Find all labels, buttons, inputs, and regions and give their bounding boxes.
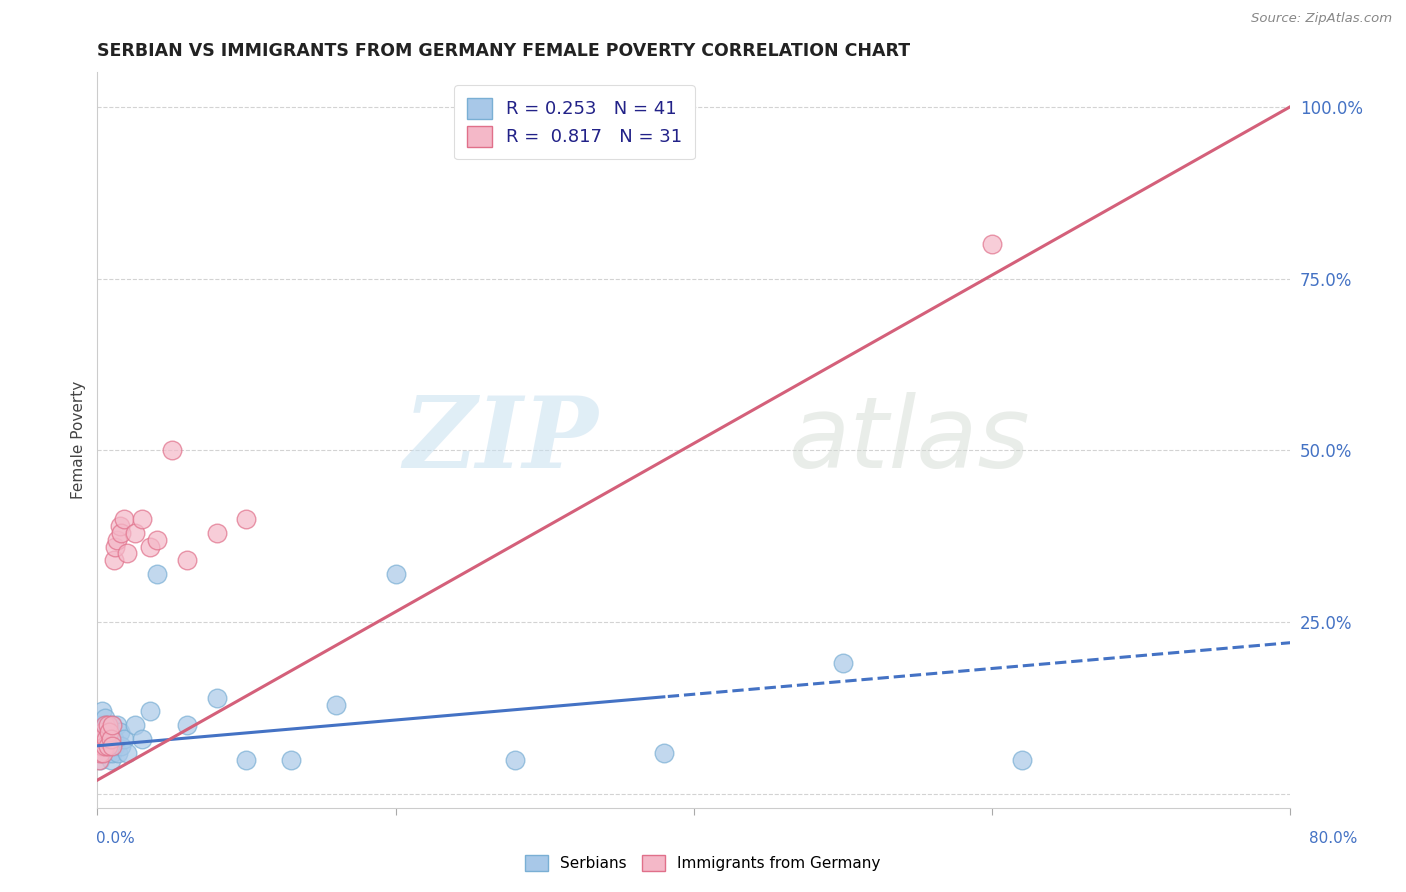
Point	[100, 752, 122, 766]
Point	[1011, 752, 1033, 766]
Legend: R = 0.253   N = 41, R =  0.817   N = 31: R = 0.253 N = 41, R = 0.817 N = 31	[454, 85, 695, 160]
Point	[103, 731, 125, 746]
Legend: Serbians, Immigrants from Germany: Serbians, Immigrants from Germany	[519, 849, 887, 877]
Point	[98, 739, 121, 753]
Point	[235, 752, 257, 766]
Point	[101, 746, 124, 760]
Point	[138, 705, 160, 719]
Text: 80.0%: 80.0%	[1309, 831, 1357, 846]
Point	[94, 731, 117, 746]
Point	[981, 237, 1004, 252]
Text: SERBIAN VS IMMIGRANTS FROM GERMANY FEMALE POVERTY CORRELATION CHART: SERBIAN VS IMMIGRANTS FROM GERMANY FEMAL…	[97, 42, 911, 60]
Point	[384, 567, 406, 582]
Point	[91, 746, 114, 760]
Point	[89, 718, 111, 732]
Point	[97, 739, 120, 753]
Point	[91, 725, 114, 739]
Point	[124, 525, 146, 540]
Point	[94, 718, 117, 732]
Point	[98, 731, 121, 746]
Y-axis label: Female Poverty: Female Poverty	[72, 381, 86, 500]
Point	[176, 553, 198, 567]
Point	[104, 739, 127, 753]
Point	[90, 739, 112, 753]
Point	[91, 725, 114, 739]
Point	[110, 525, 132, 540]
Point	[115, 746, 138, 760]
Point	[97, 725, 120, 739]
Text: ZIP: ZIP	[404, 392, 599, 488]
Point	[105, 718, 128, 732]
Point	[91, 746, 114, 760]
Point	[503, 752, 526, 766]
Point	[146, 567, 169, 582]
Point	[146, 533, 169, 547]
Point	[100, 731, 122, 746]
Point	[160, 443, 183, 458]
Point	[131, 731, 153, 746]
Point	[89, 746, 111, 760]
Point	[90, 705, 112, 719]
Point	[89, 752, 111, 766]
Point	[98, 725, 121, 739]
Text: 0.0%: 0.0%	[96, 831, 135, 846]
Point	[96, 731, 118, 746]
Point	[131, 512, 153, 526]
Point	[205, 525, 228, 540]
Point	[108, 519, 131, 533]
Point	[205, 690, 228, 705]
Text: Source: ZipAtlas.com: Source: ZipAtlas.com	[1251, 12, 1392, 25]
Point	[831, 657, 853, 671]
Point	[110, 739, 132, 753]
Point	[100, 725, 122, 739]
Point	[280, 752, 302, 766]
Point	[96, 739, 118, 753]
Point	[104, 540, 127, 554]
Point	[87, 752, 110, 766]
Point	[124, 718, 146, 732]
Point	[138, 540, 160, 554]
Point	[107, 746, 129, 760]
Point	[97, 718, 120, 732]
Point	[112, 512, 135, 526]
Point	[90, 739, 112, 753]
Point	[112, 731, 135, 746]
Point	[97, 746, 120, 760]
Point	[87, 731, 110, 746]
Point	[108, 725, 131, 739]
Point	[652, 746, 675, 760]
Point	[325, 698, 347, 712]
Point	[101, 718, 124, 732]
Point	[235, 512, 257, 526]
Point	[94, 739, 117, 753]
Text: atlas: atlas	[789, 392, 1031, 489]
Point	[103, 553, 125, 567]
Point	[105, 533, 128, 547]
Point	[101, 739, 124, 753]
Point	[90, 731, 112, 746]
Point	[101, 718, 124, 732]
Point	[94, 711, 117, 725]
Point	[96, 718, 118, 732]
Point	[176, 718, 198, 732]
Point	[115, 546, 138, 560]
